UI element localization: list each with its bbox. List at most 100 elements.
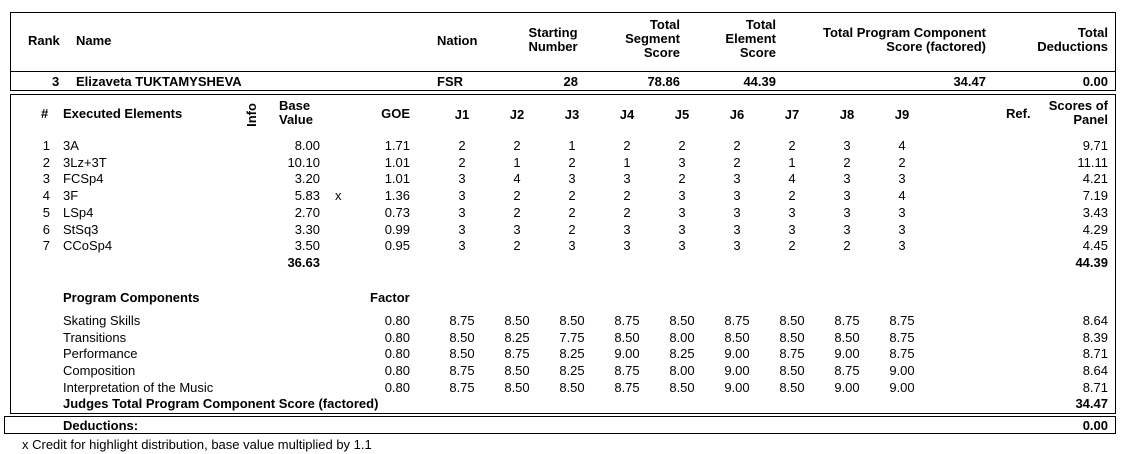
element-judge-score: 3 xyxy=(788,204,796,220)
element-judge-score: 1 xyxy=(623,154,631,170)
element-judge-score: 3 xyxy=(678,154,686,170)
component-judge-score: 9.00 xyxy=(724,363,750,379)
element-panel-score: 4.29 xyxy=(1082,221,1108,237)
component-judge-score: 8.75 xyxy=(779,346,805,362)
element-judge-score: 2 xyxy=(513,238,521,254)
header-total-element-score: Total Element Score xyxy=(725,17,776,60)
header-name: Name xyxy=(76,33,112,48)
element-judge-score: 3 xyxy=(568,171,576,187)
component-judge-score: 8.50 xyxy=(724,329,750,345)
component-factor: 0.80 xyxy=(384,379,410,395)
header-starting-number: Starting Number xyxy=(528,25,578,54)
element-name: StSq3 xyxy=(63,221,99,237)
element-judge-score: 2 xyxy=(623,138,631,153)
component-judge-score: 8.25 xyxy=(669,346,695,362)
header-judge-9: J9 xyxy=(894,107,910,122)
component-judge-score: 8.25 xyxy=(559,346,585,362)
element-base-value: 10.10 xyxy=(287,154,320,170)
component-panel-score: 8.71 xyxy=(1082,346,1108,362)
element-judge-score: 2 xyxy=(788,238,796,254)
deductions-box xyxy=(4,416,1116,434)
header-judge-1: J1 xyxy=(454,107,470,122)
header-nation: Nation xyxy=(437,33,478,48)
element-judge-score: 3 xyxy=(678,238,686,254)
component-name: Interpretation of the Music xyxy=(63,379,214,395)
component-name: Skating Skills xyxy=(63,313,141,328)
element-judge-score: 3 xyxy=(678,188,686,204)
element-judge-score: 3 xyxy=(898,221,906,237)
component-judge-score: 8.75 xyxy=(724,313,750,328)
element-judge-score: 3 xyxy=(623,171,631,187)
element-judge-score: 2 xyxy=(678,138,686,153)
element-num: 6 xyxy=(42,221,50,237)
element-base-value: 3.20 xyxy=(294,171,320,187)
element-panel-score: 4.45 xyxy=(1082,238,1108,254)
element-name: 3F xyxy=(63,188,79,204)
component-judge-score: 8.00 xyxy=(669,363,695,379)
component-judge-score: 8.50 xyxy=(449,346,475,362)
element-judge-score: 3 xyxy=(843,204,851,220)
component-judge-score: 8.75 xyxy=(449,363,475,379)
component-judge-score: 8.50 xyxy=(779,379,805,395)
element-goe: 1.01 xyxy=(384,154,410,170)
element-judge-score: 4 xyxy=(788,171,796,187)
header-total-deductions: Total Deductions xyxy=(1037,25,1108,54)
judges-total-value: 34.47 xyxy=(1075,396,1108,411)
element-name: LSp4 xyxy=(63,204,94,220)
element-judge-score: 2 xyxy=(678,171,686,187)
element-goe: 0.73 xyxy=(384,204,410,220)
element-name: 3A xyxy=(63,138,79,153)
element-judge-score: 2 xyxy=(733,154,741,170)
element-judge-score: 3 xyxy=(678,204,686,220)
element-num: 3 xyxy=(42,171,50,187)
header-total-program-component: Total Program Component Score (factored) xyxy=(823,25,986,54)
header-judge-4: J4 xyxy=(619,107,635,122)
component-name: Composition xyxy=(63,363,136,379)
component-panel-score: 8.64 xyxy=(1082,313,1108,328)
details-box xyxy=(10,94,1116,414)
component-judge-score: 8.50 xyxy=(669,313,695,328)
element-num: 7 xyxy=(42,238,50,254)
component-factor: 0.80 xyxy=(384,363,410,379)
component-judge-score: 8.75 xyxy=(889,346,915,362)
elements-base-total: 36.63 xyxy=(287,255,320,270)
element-panel-score: 11.11 xyxy=(1077,154,1108,170)
element-judge-score: 3 xyxy=(843,171,851,187)
component-judge-score: 8.50 xyxy=(834,329,860,345)
element-goe: 1.36 xyxy=(384,188,410,204)
element-name: CCoSp4 xyxy=(63,238,113,254)
component-judge-score: 9.00 xyxy=(889,379,915,395)
element-judge-score: 3 xyxy=(458,238,466,254)
element-judge-score: 4 xyxy=(513,171,521,187)
element-judge-score: 2 xyxy=(568,188,576,204)
element-judge-score: 2 xyxy=(513,204,521,220)
component-judge-score: 8.00 xyxy=(669,329,695,345)
element-judge-score: 3 xyxy=(733,221,741,237)
element-judge-score: 3 xyxy=(843,138,851,153)
header-base-value: Base Value xyxy=(279,98,313,127)
component-factor: 0.80 xyxy=(384,329,410,345)
element-judge-score: 2 xyxy=(458,154,466,170)
element-name: FCSp4 xyxy=(63,171,104,187)
elements-panel-total: 44.39 xyxy=(1075,255,1108,270)
element-judge-score: 3 xyxy=(898,204,906,220)
skater-starting-number: 28 xyxy=(563,74,578,89)
component-name: Performance xyxy=(63,346,138,362)
element-judge-score: 2 xyxy=(623,188,631,204)
component-judge-score: 9.00 xyxy=(834,379,860,395)
header-total-segment-score: Total Segment Score xyxy=(625,17,680,60)
header-judge-3: J3 xyxy=(564,107,580,122)
component-judge-score: 7.75 xyxy=(559,329,585,345)
component-judge-score: 8.50 xyxy=(559,313,585,328)
element-judge-score: 2 xyxy=(898,154,906,170)
element-judge-score: 1 xyxy=(513,154,521,170)
element-judge-score: 3 xyxy=(623,238,631,254)
component-factor: 0.80 xyxy=(384,313,410,328)
element-judge-score: 3 xyxy=(788,221,796,237)
components-factor-header: Factor xyxy=(370,290,410,305)
element-judge-score: 3 xyxy=(733,238,741,254)
element-judge-score: 2 xyxy=(568,154,576,170)
component-judge-score: 8.50 xyxy=(504,313,530,328)
header-judge-2: J2 xyxy=(509,107,525,122)
header-judge-6: J6 xyxy=(729,107,745,122)
